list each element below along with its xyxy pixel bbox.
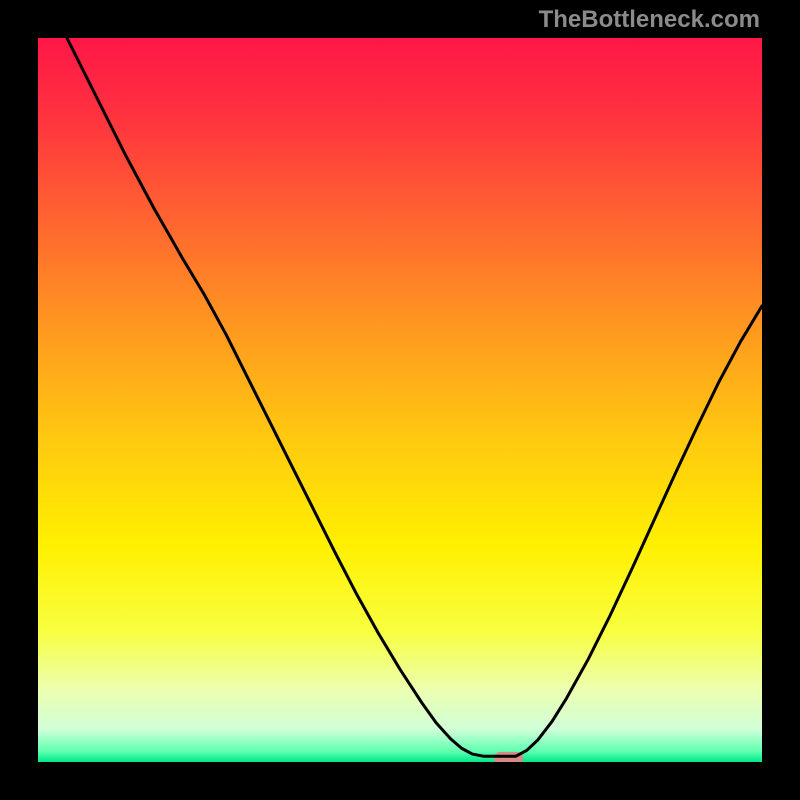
frame-top (0, 0, 800, 38)
chart-background (38, 38, 762, 762)
frame-right (762, 0, 800, 800)
chart-svg (38, 38, 762, 762)
frame-bottom (0, 762, 800, 800)
chart-plot-area (38, 38, 762, 762)
frame-left (0, 0, 38, 800)
